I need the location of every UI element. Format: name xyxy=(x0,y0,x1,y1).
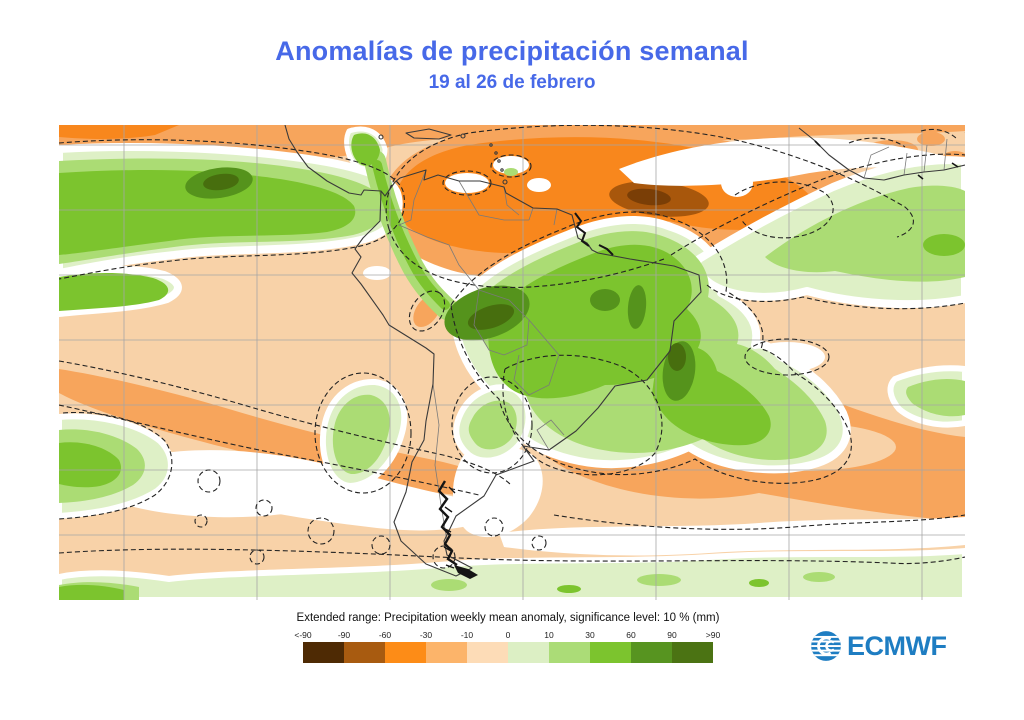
country-borders xyxy=(397,138,948,542)
legend-color-cell xyxy=(549,642,590,663)
legend: Extended range: Precipitation weekly mea… xyxy=(0,608,1024,668)
legend-tick-label: -90 xyxy=(337,630,351,640)
legend-tick-label: -60 xyxy=(378,630,392,640)
legend-tick-label: >90 xyxy=(705,630,721,640)
coastlines xyxy=(284,125,965,577)
legend-tick-label: -30 xyxy=(419,630,433,640)
terrain-ink xyxy=(437,140,959,579)
legend-tick-label: 10 xyxy=(544,630,554,640)
legend-tick-label: 0 xyxy=(505,630,511,640)
anomaly-map xyxy=(59,125,965,600)
legend-color-cell xyxy=(344,642,385,663)
anomaly-map-svg xyxy=(59,125,965,600)
legend-colorbar xyxy=(303,642,713,663)
significance-contours xyxy=(59,125,965,569)
legend-tick-label: 60 xyxy=(626,630,636,640)
legend-color-cell xyxy=(590,642,631,663)
legend-tick-labels: <-90 -90 -60 -30 -10 0 10 30 60 90 >90 xyxy=(294,630,720,641)
extreme-positive-cores xyxy=(203,173,686,371)
legend-color-cell xyxy=(385,642,426,663)
legend-tick-label: <-90 xyxy=(294,630,312,640)
legend-color-cell xyxy=(467,642,508,663)
strong-positive-regions xyxy=(59,133,965,600)
legend-tick-label: 30 xyxy=(585,630,595,640)
legend-color-cell xyxy=(303,642,344,663)
brown-core xyxy=(609,181,709,217)
page-title: Anomalías de precipitación semanal xyxy=(275,36,749,66)
legend-color-cell xyxy=(631,642,672,663)
ecmwf-branding: ECMWF xyxy=(810,630,947,662)
legend-title: Extended range: Precipitation weekly mea… xyxy=(296,612,720,624)
legend-color-cell xyxy=(508,642,549,663)
legend-color-cell xyxy=(426,642,467,663)
legend-color-cell xyxy=(672,642,713,663)
page-subtitle: 19 al 26 de febrero xyxy=(428,72,596,93)
ecmwf-wordmark: ECMWF xyxy=(847,630,947,661)
ecmwf-logo-icon xyxy=(811,631,841,661)
legend-tick-label: -10 xyxy=(460,630,474,640)
legend-tick-label: 90 xyxy=(667,630,677,640)
